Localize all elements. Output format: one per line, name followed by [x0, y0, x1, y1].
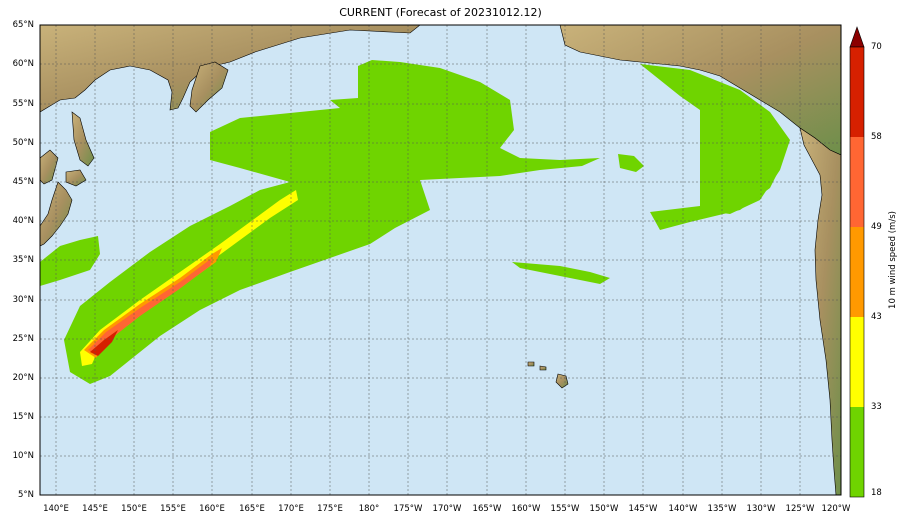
- lon-label: 145°W: [628, 504, 658, 514]
- lat-label: 40°N: [12, 216, 34, 226]
- wind-streak-1: [512, 262, 610, 284]
- land-hawaii-small: [527, 361, 535, 367]
- wind-alaska-gulf: [640, 64, 790, 214]
- land-sakhalin: [71, 111, 95, 167]
- lon-label: 160°W: [511, 504, 541, 514]
- wind-storm-red: [88, 258, 212, 356]
- colorbar-tick: 58: [871, 132, 882, 142]
- colorbar-band-33-43: [850, 317, 864, 407]
- colorbar: [849, 26, 865, 498]
- colorbar-band-18-33: [850, 407, 864, 497]
- lat-label: 45°N: [12, 177, 34, 187]
- wind-33-43: [80, 190, 298, 366]
- land-kamchatka: [189, 61, 229, 113]
- lon-label: 155°E: [160, 504, 186, 514]
- lon-label: 150°E: [121, 504, 147, 514]
- lat-label: 50°N: [12, 138, 34, 148]
- wind-north-pacific-main: [64, 60, 600, 384]
- lon-label: 125°W: [785, 504, 815, 514]
- lon-label: 150°W: [589, 504, 619, 514]
- lat-label: 10°N: [12, 451, 34, 461]
- lon-label: 180°: [358, 504, 380, 514]
- colorbar-tick: 33: [871, 402, 882, 412]
- lat-label: 5°N: [17, 490, 34, 500]
- colorbar-band-58-70: [850, 47, 864, 137]
- lon-label: 130°W: [746, 504, 776, 514]
- lon-label: 170°E: [278, 504, 304, 514]
- lon-label: 140°W: [668, 504, 698, 514]
- wind-streak-2: [650, 168, 780, 230]
- wind-58-70: [90, 330, 118, 356]
- lat-label: 55°N: [12, 99, 34, 109]
- wind-japan-east: [40, 236, 100, 286]
- lat-label: 35°N: [12, 255, 34, 265]
- colorbar-band-43-49: [850, 227, 864, 317]
- lat-label: 20°N: [12, 373, 34, 383]
- lon-label: 140°E: [43, 504, 69, 514]
- lon-label: 135°W: [707, 504, 737, 514]
- wind-storm-yellow: [80, 190, 298, 366]
- colorbar-tick: 49: [871, 222, 882, 232]
- lat-label: 60°N: [12, 59, 34, 69]
- land-korea: [40, 149, 59, 185]
- lon-label: 165°E: [239, 504, 265, 514]
- map-title: CURRENT (Forecast of 20231012.12): [339, 6, 542, 19]
- wind-49-58: [88, 258, 212, 356]
- land-north-america-west: [799, 127, 841, 495]
- lon-label: 175°E: [317, 504, 343, 514]
- wind-storm-core: [90, 330, 118, 356]
- map-border: [39, 24, 842, 496]
- lon-label: 170°W: [432, 504, 462, 514]
- lat-label: 15°N: [12, 412, 34, 422]
- lat-label: 25°N: [12, 334, 34, 344]
- lon-label: 155°W: [550, 504, 580, 514]
- colorbar-label: 10 m wind speed (m/s): [888, 211, 898, 309]
- wind-patch-1: [618, 154, 644, 172]
- lon-label: 175°W: [393, 504, 423, 514]
- lon-label: 145°E: [82, 504, 108, 514]
- land-hawaii-small2: [539, 365, 547, 371]
- colorbar-extend: [849, 26, 865, 48]
- colorbar-tick: 70: [871, 42, 882, 52]
- lon-label: 160°E: [199, 504, 225, 514]
- lon-label: 120°W: [821, 504, 851, 514]
- graticule: [40, 25, 841, 495]
- land-asia-north: [40, 25, 421, 113]
- lon-label: 165°W: [472, 504, 502, 514]
- lat-label: 65°N: [12, 20, 34, 30]
- colorbar-outline: [849, 46, 865, 498]
- colorbar-tick: 18: [871, 488, 882, 498]
- colorbar-tick: 43: [871, 312, 882, 322]
- colorbar-band-49-58: [850, 137, 864, 227]
- wind-18-33: [40, 60, 790, 384]
- lat-label: 30°N: [12, 295, 34, 305]
